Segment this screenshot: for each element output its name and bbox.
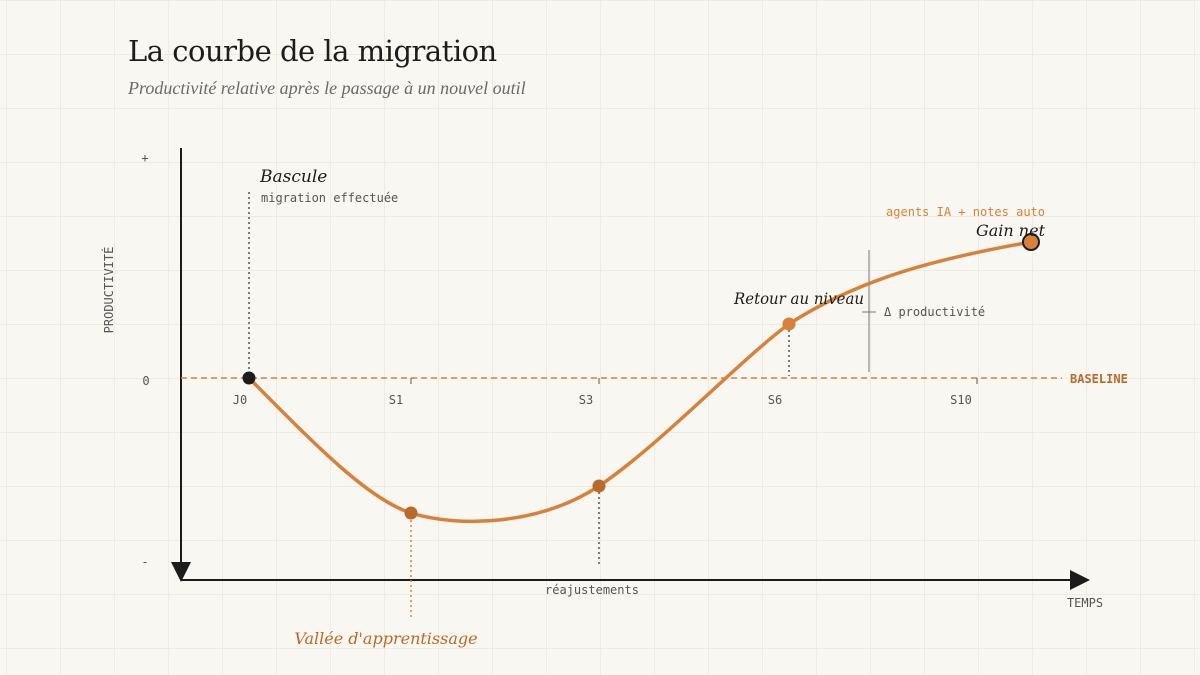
point-vallee: [404, 506, 418, 520]
tick-label-s6: S6: [768, 393, 782, 407]
reajustements-label: réajustements: [545, 583, 639, 597]
y-zero-marker: 0: [142, 374, 149, 388]
delta-label: Δ productivité: [884, 305, 985, 319]
y-axis-label: PRODUCTIVITÉ: [101, 247, 116, 334]
page-title: La courbe de la migration: [128, 34, 497, 68]
page-subtitle: Productivité relative après le passage à…: [128, 78, 526, 98]
point-reajustements: [592, 479, 606, 493]
tick-label-j0: J0: [233, 393, 247, 407]
bascule-title: Bascule: [259, 167, 327, 187]
gain-title: Gain net: [976, 221, 1046, 240]
gain-subtitle: agents IA + notes auto: [886, 205, 1045, 219]
point-bascule: [242, 371, 256, 385]
tick-label-s10: S10: [950, 393, 972, 407]
x-axis-label: TEMPS: [1067, 596, 1103, 610]
tick-label-s1: S1: [389, 393, 403, 407]
vallee-label: Vallée d'apprentissage: [294, 629, 477, 648]
point-gain-net: [1022, 233, 1040, 251]
bascule-subtitle: migration effectuée: [261, 191, 398, 205]
retour-label: Retour au niveau: [733, 289, 864, 308]
productivity-curve: [247, 240, 1033, 524]
y-minus-marker: -: [141, 555, 148, 569]
tick-label-s3: S3: [579, 393, 593, 407]
baseline-label: BASELINE: [1070, 372, 1128, 386]
point-retour: [782, 317, 796, 331]
y-plus-marker: +: [141, 151, 148, 165]
